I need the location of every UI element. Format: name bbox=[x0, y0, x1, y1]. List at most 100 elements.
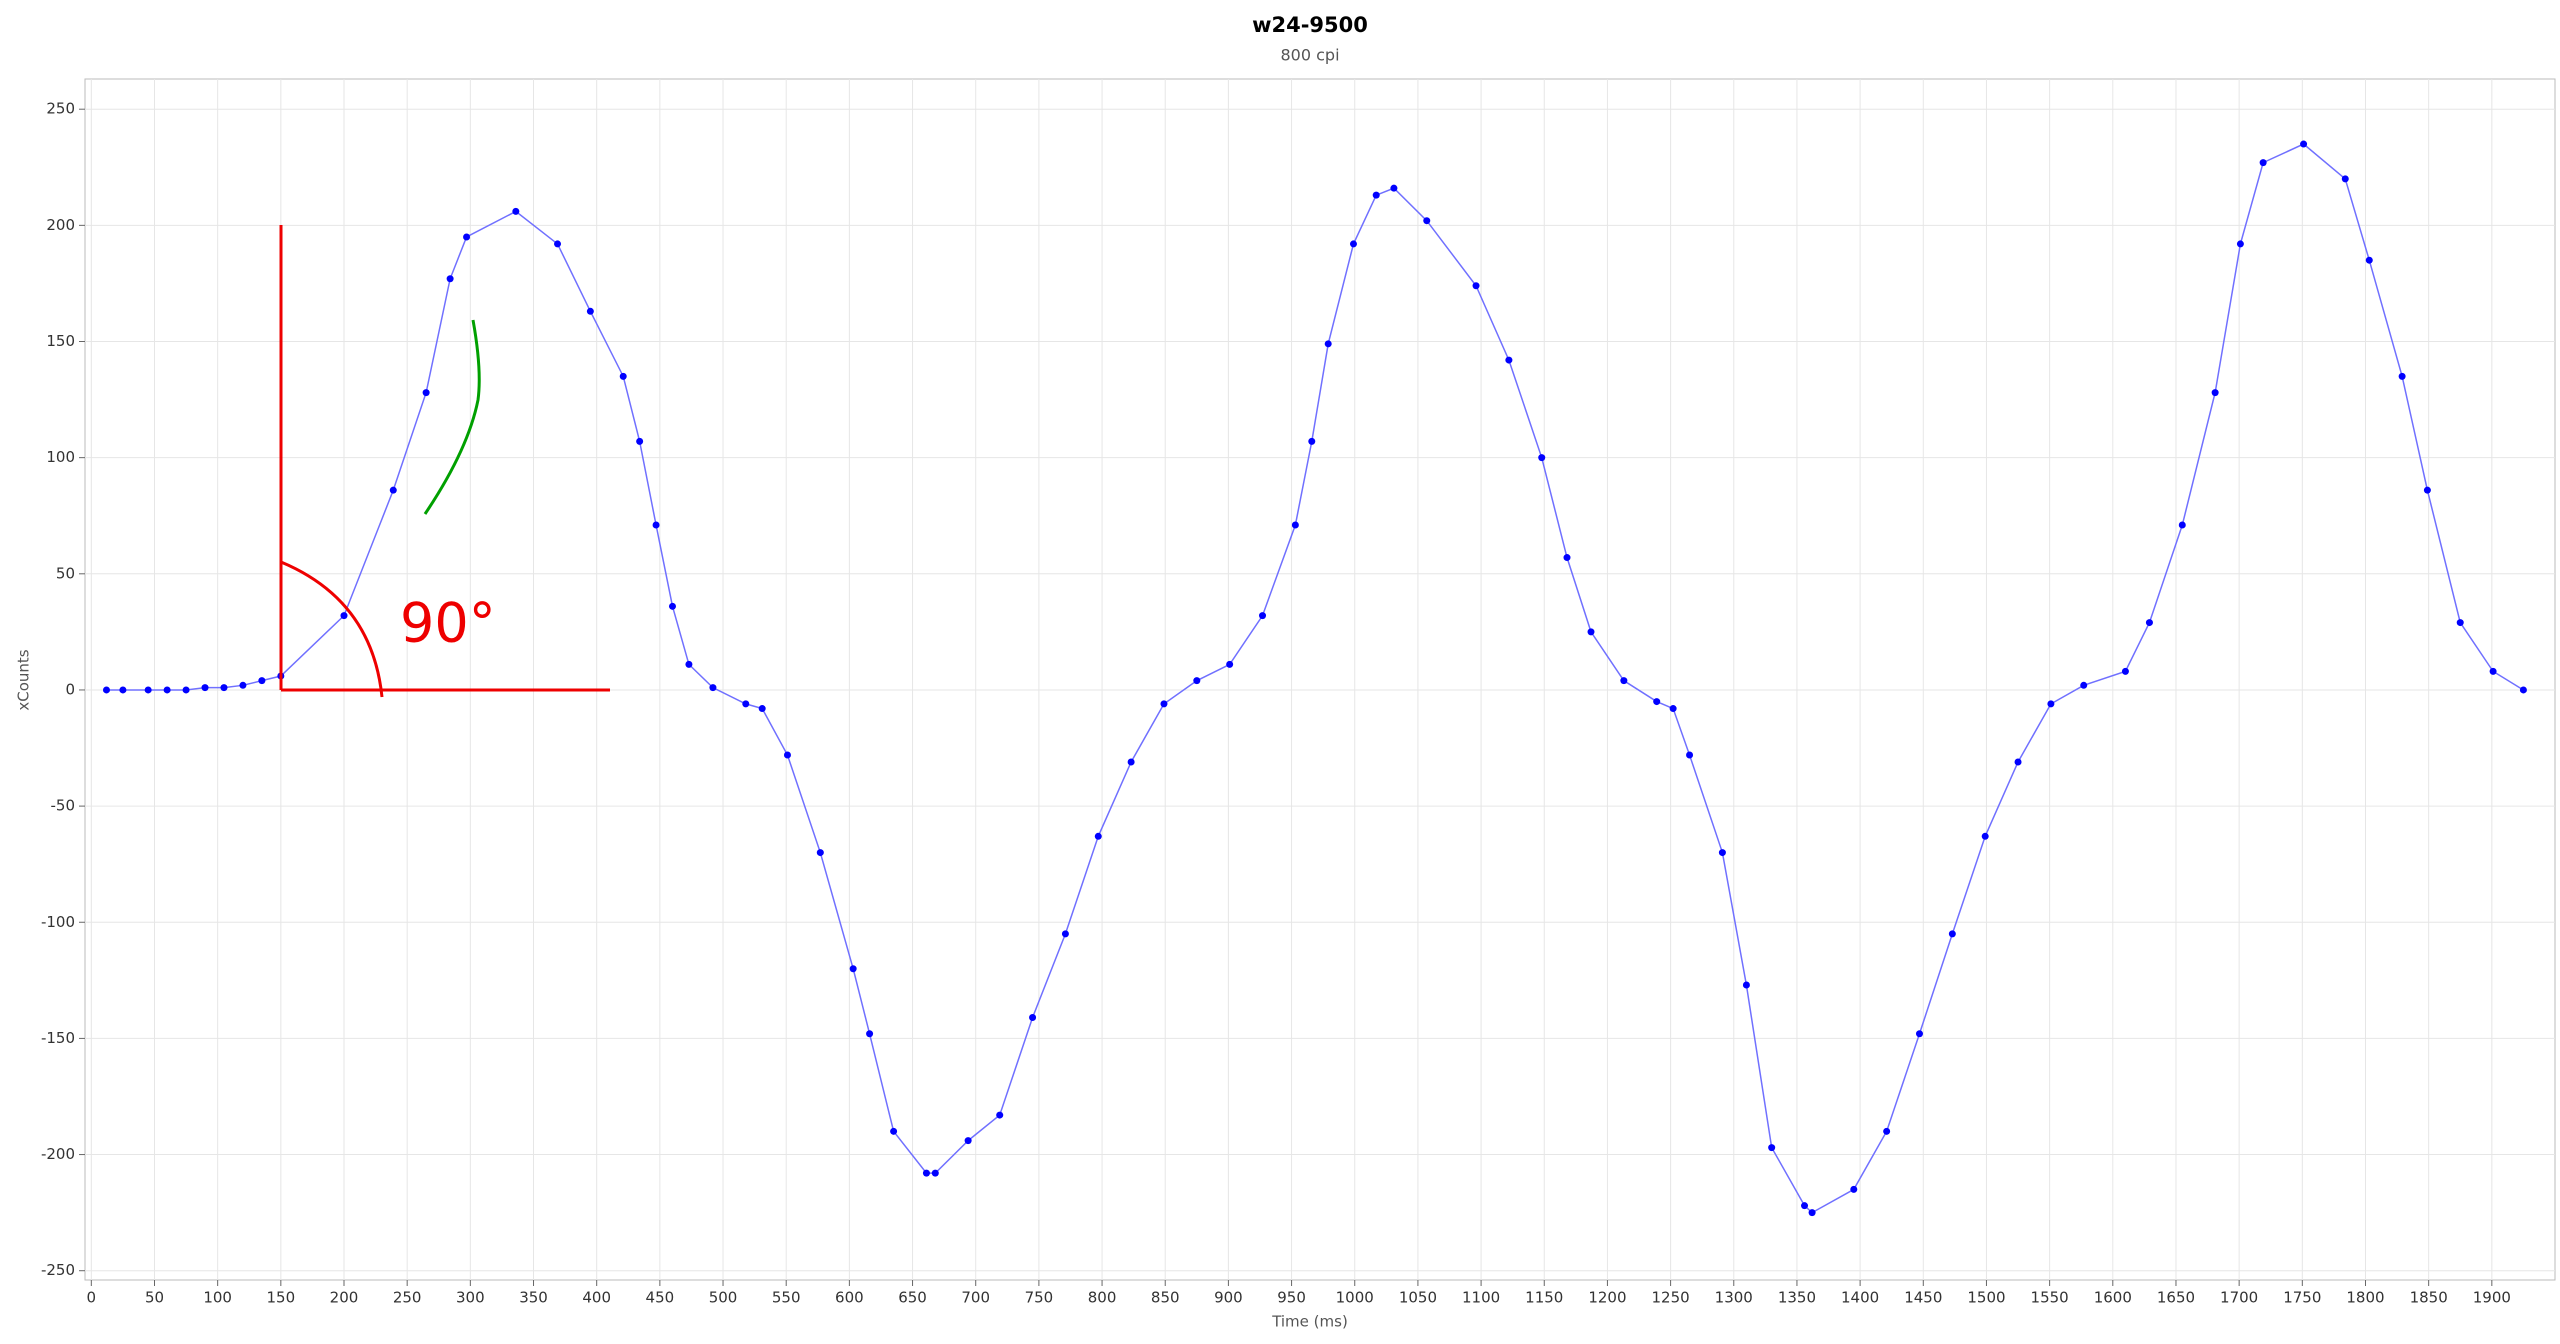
data-point bbox=[1324, 340, 1332, 348]
data-point bbox=[1390, 184, 1398, 192]
x-tick-label: 1150 bbox=[1525, 1289, 1563, 1307]
data-point bbox=[554, 240, 562, 248]
data-point bbox=[783, 751, 791, 759]
data-point bbox=[1883, 1127, 1891, 1135]
data-point bbox=[144, 686, 152, 694]
data-point bbox=[758, 705, 766, 713]
data-point bbox=[2300, 140, 2308, 148]
y-tick-label: -200 bbox=[41, 1145, 75, 1163]
data-point bbox=[742, 700, 750, 708]
data-point bbox=[1505, 356, 1513, 364]
data-point bbox=[258, 677, 266, 685]
data-point bbox=[2121, 667, 2129, 675]
data-point bbox=[1160, 700, 1168, 708]
x-tick-label: 400 bbox=[582, 1289, 611, 1307]
x-tick-label: 1800 bbox=[2346, 1289, 2384, 1307]
data-point bbox=[2398, 372, 2406, 380]
data-point bbox=[652, 521, 660, 529]
data-point bbox=[890, 1127, 898, 1135]
data-point bbox=[1850, 1185, 1858, 1193]
data-point bbox=[201, 684, 209, 692]
data-point bbox=[668, 602, 676, 610]
x-tick-label: 250 bbox=[393, 1289, 422, 1307]
data-point bbox=[1226, 660, 1234, 668]
data-point bbox=[2236, 240, 2244, 248]
data-point bbox=[446, 275, 454, 283]
data-point bbox=[1686, 751, 1694, 759]
data-point bbox=[340, 612, 348, 620]
data-point bbox=[2423, 486, 2431, 494]
data-point bbox=[1669, 705, 1677, 713]
data-point bbox=[1349, 240, 1357, 248]
data-point bbox=[2489, 667, 2497, 675]
data-point bbox=[220, 684, 228, 692]
x-tick-label: 1850 bbox=[2410, 1289, 2448, 1307]
chart-subtitle: 800 cpi bbox=[1280, 46, 1339, 65]
data-point bbox=[1094, 832, 1102, 840]
x-tick-label: 1650 bbox=[2157, 1289, 2195, 1307]
data-point bbox=[2456, 619, 2464, 627]
x-tick-label: 1600 bbox=[2094, 1289, 2132, 1307]
x-tick-label: 1700 bbox=[2220, 1289, 2258, 1307]
data-point bbox=[1423, 217, 1431, 225]
data-point bbox=[2145, 619, 2153, 627]
x-axis-label: Time (ms) bbox=[1271, 1313, 1348, 1331]
y-tick-label: 100 bbox=[46, 448, 75, 466]
data-point bbox=[2519, 686, 2527, 694]
data-point bbox=[2365, 256, 2373, 264]
x-tick-label: 1000 bbox=[1336, 1289, 1374, 1307]
x-tick-label: 1300 bbox=[1715, 1289, 1753, 1307]
data-point bbox=[619, 372, 627, 380]
data-point bbox=[1718, 849, 1726, 857]
y-tick-label: 200 bbox=[46, 216, 75, 234]
x-tick-label: 1500 bbox=[1967, 1289, 2005, 1307]
x-tick-label: 650 bbox=[898, 1289, 927, 1307]
y-tick-label: -150 bbox=[41, 1029, 75, 1047]
annotation-arc bbox=[280, 560, 384, 698]
x-tick-label: 150 bbox=[267, 1289, 296, 1307]
data-point bbox=[586, 307, 594, 315]
series-line bbox=[106, 143, 2524, 1214]
x-tick-label: 300 bbox=[456, 1289, 485, 1307]
data-point bbox=[1948, 930, 1956, 938]
data-point bbox=[163, 686, 171, 694]
data-point bbox=[922, 1169, 930, 1177]
data-point bbox=[102, 686, 110, 694]
annotation-drawing: 90° bbox=[279, 225, 610, 698]
x-tick-label: 200 bbox=[330, 1289, 359, 1307]
data-point bbox=[119, 686, 127, 694]
data-point bbox=[463, 233, 471, 241]
data-point bbox=[1915, 1030, 1923, 1038]
plot-area: -250 -200 -150 -100 -50 0 50 100 150 200 250 0 50 100… bbox=[41, 78, 2556, 1307]
annotation-text: 90° bbox=[400, 592, 496, 655]
data-point bbox=[1653, 698, 1661, 706]
x-tick-label: 1250 bbox=[1652, 1289, 1690, 1307]
data-point bbox=[1587, 628, 1595, 636]
data-point bbox=[1029, 1013, 1037, 1021]
data-point bbox=[1808, 1209, 1816, 1217]
x-tick-label: 600 bbox=[835, 1289, 864, 1307]
data-point bbox=[931, 1169, 939, 1177]
data-point bbox=[239, 681, 247, 689]
x-tick-label: 450 bbox=[646, 1289, 675, 1307]
data-point bbox=[2259, 159, 2267, 167]
data-point bbox=[1291, 521, 1299, 529]
data-point bbox=[1742, 981, 1750, 989]
data-point bbox=[685, 660, 693, 668]
chart-title: w24-9500 bbox=[1252, 13, 1368, 37]
data-point bbox=[964, 1137, 972, 1145]
annotation-curve bbox=[423, 319, 481, 515]
x-tick-label: 50 bbox=[145, 1289, 164, 1307]
y-tick-label: -250 bbox=[41, 1261, 75, 1279]
x-tick-label: 900 bbox=[1214, 1289, 1243, 1307]
data-point bbox=[422, 389, 430, 397]
x-tick-label: 1450 bbox=[1904, 1289, 1942, 1307]
x-tick-label: 0 bbox=[87, 1289, 97, 1307]
x-tick-label: 1050 bbox=[1399, 1289, 1437, 1307]
x-tick-label: 850 bbox=[1151, 1289, 1180, 1307]
x-tick-label: 1350 bbox=[1778, 1289, 1816, 1307]
y-tick-label: -50 bbox=[51, 797, 76, 815]
data-point bbox=[2341, 175, 2349, 183]
data-point bbox=[636, 437, 644, 445]
